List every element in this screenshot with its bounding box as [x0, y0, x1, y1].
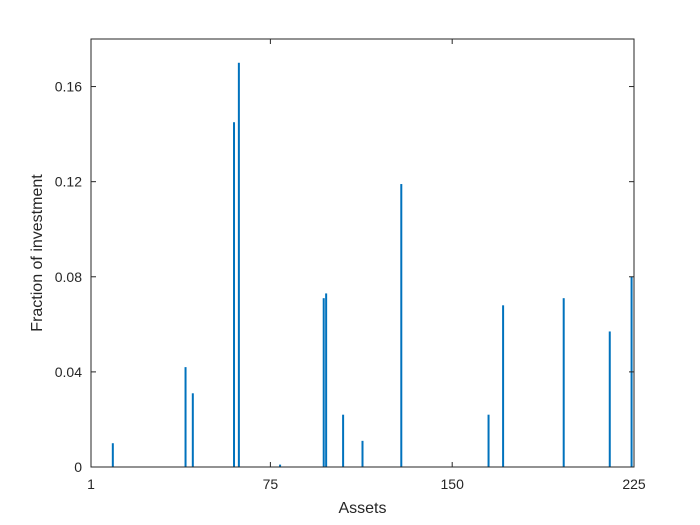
y-tick-label: 0.08 [55, 269, 82, 285]
bar [400, 184, 403, 468]
y-tick-label: 0.12 [55, 174, 82, 190]
bar [487, 414, 490, 467]
bar [502, 305, 505, 467]
x-axis-label: Assets [338, 500, 386, 517]
bar [233, 122, 236, 467]
plot-frame [90, 38, 635, 468]
bar [237, 62, 240, 467]
bar [111, 443, 114, 467]
x-tick-label: 225 [622, 476, 646, 492]
bar-series [111, 62, 633, 468]
y-axis-label: Fraction of investment [29, 174, 46, 332]
bar [342, 414, 345, 467]
bar [191, 393, 194, 467]
y-axis-ticks: 0 0.04 0.08 0.12 0.16 [55, 79, 634, 475]
x-tick-label: 75 [263, 476, 279, 492]
bar [279, 464, 282, 467]
x-axis-ticks: 1 75 150 225 [87, 39, 646, 492]
bar [322, 298, 325, 467]
bar [325, 293, 328, 467]
y-tick-label: 0 [74, 459, 82, 475]
bar [184, 367, 187, 467]
bar [608, 331, 611, 467]
x-tick-label: 1 [87, 476, 95, 492]
bar [562, 298, 565, 467]
x-tick-label: 150 [441, 476, 465, 492]
y-tick-label: 0.04 [55, 364, 82, 380]
y-tick-label: 0.16 [55, 79, 82, 95]
bar [361, 440, 364, 467]
